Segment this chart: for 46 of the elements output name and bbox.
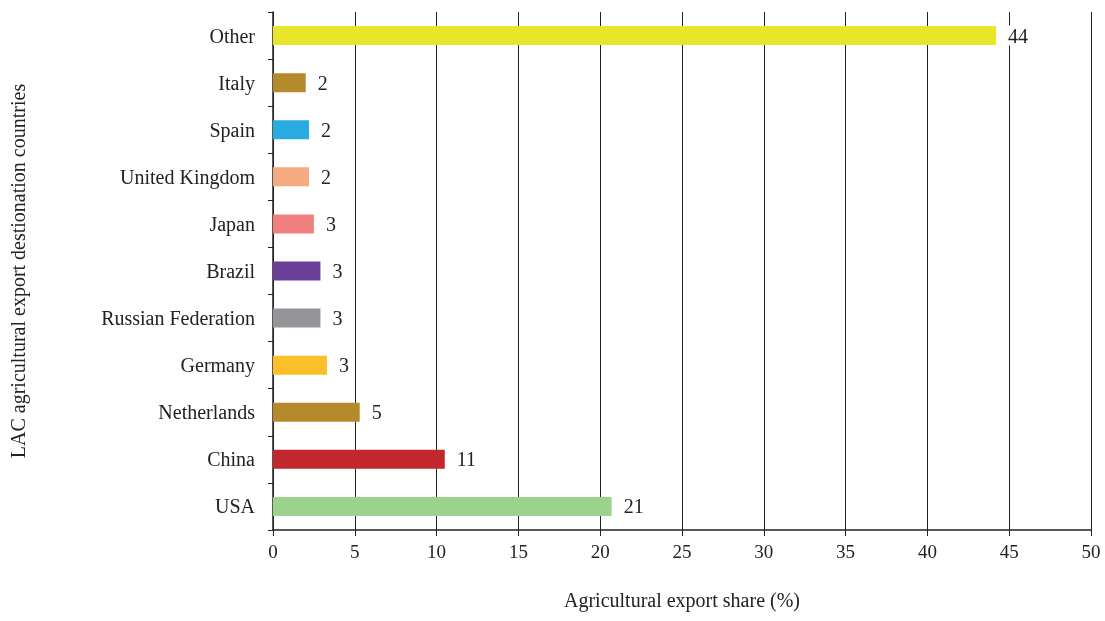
y-tick-label: Other [209, 24, 256, 47]
x-tick-label: 35 [836, 541, 856, 562]
y-tick-label: Brazil [206, 260, 256, 282]
y-tick-label: Spain [209, 118, 255, 142]
y-tick-label: Russian Federation [101, 307, 255, 330]
bar [273, 308, 321, 328]
bar [273, 496, 612, 516]
bar [273, 120, 309, 140]
x-tick-label: 0 [268, 541, 278, 562]
data-label: 2 [317, 71, 328, 94]
x-tick-label: 10 [427, 541, 447, 562]
y-tick-label: Japan [209, 212, 255, 236]
x-axis-title: Agricultural export share (%) [563, 589, 801, 612]
bar [273, 355, 327, 375]
bar [273, 214, 314, 234]
data-label: 44 [1008, 24, 1029, 47]
bar [273, 402, 360, 422]
data-label: 3 [325, 212, 336, 235]
data-label: 3 [332, 260, 343, 282]
y-tick-label: Germany [180, 354, 255, 378]
x-tick-label: 5 [350, 541, 360, 562]
data-label: 3 [332, 307, 343, 330]
x-tick-label: 40 [917, 541, 937, 562]
data-label: 5 [371, 401, 382, 424]
x-tick-label: 15 [508, 541, 528, 562]
bar [273, 73, 306, 93]
x-tick-label: 50 [1081, 541, 1101, 562]
x-tick-label: 20 [590, 541, 610, 562]
y-axis-title: LAC agricultural export destionation countries [7, 83, 30, 459]
data-label: 11 [456, 448, 477, 471]
bar [273, 26, 997, 46]
data-label: 3 [338, 354, 349, 377]
y-tick-label: USA [214, 495, 256, 518]
x-tick-label: 25 [672, 541, 692, 562]
bar [273, 261, 321, 281]
y-tick-label: Netherlands [158, 401, 256, 424]
y-tick-label: Italy [218, 71, 255, 95]
y-tick-label: United Kingdom [120, 165, 256, 189]
data-label: 2 [320, 165, 331, 188]
y-tick-label: China [207, 448, 256, 471]
bar [273, 449, 445, 469]
x-tick-label: 45 [999, 541, 1019, 562]
data-label: 21 [623, 495, 644, 518]
data-label: 2 [320, 118, 331, 141]
x-tick-label: 30 [754, 541, 774, 562]
bar [273, 167, 309, 187]
